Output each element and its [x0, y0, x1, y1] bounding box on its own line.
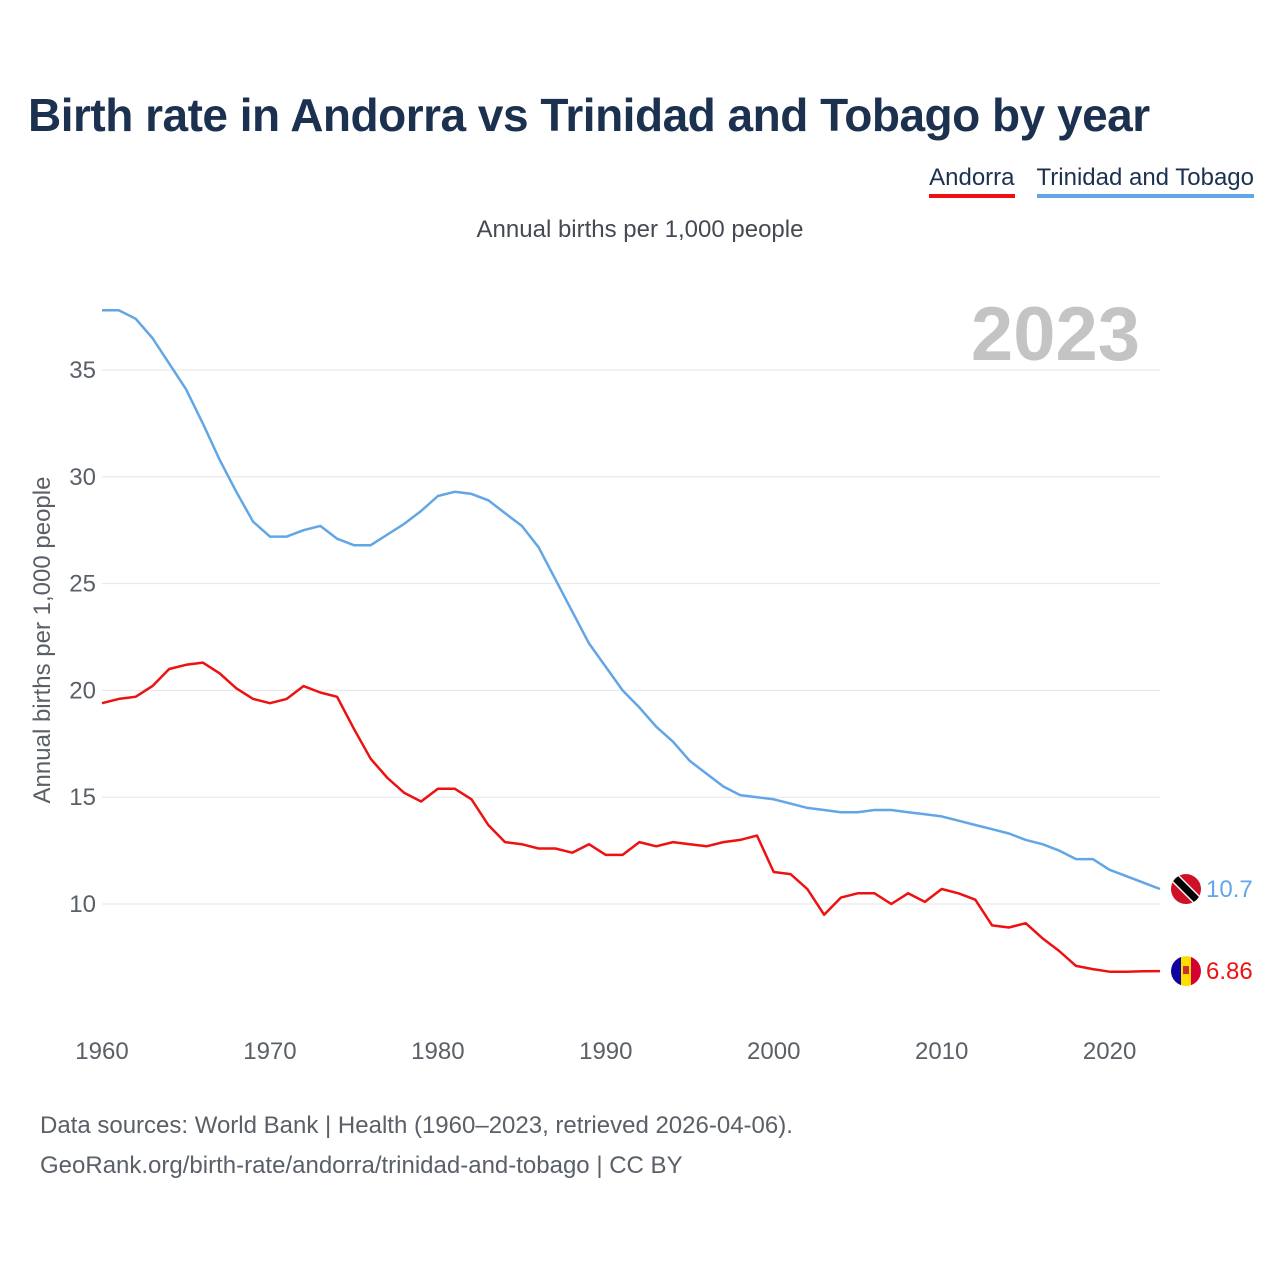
x-tick-label: 1980	[411, 1038, 464, 1065]
y-tick-label: 35	[69, 357, 96, 384]
legend-item-trinidad[interactable]: Trinidad and Tobago	[1036, 164, 1254, 198]
trinidad-end-value: 10.7	[1206, 876, 1253, 903]
end-markers	[1171, 874, 1201, 987]
x-tick-label: 1960	[75, 1038, 128, 1065]
andorra-flag-icon	[1171, 956, 1201, 987]
x-tick-label: 2020	[1083, 1038, 1136, 1065]
y-tick-label: 30	[69, 464, 96, 491]
andorra-end-value: 6.86	[1206, 958, 1253, 985]
y-tick-label: 20	[69, 677, 96, 704]
x-tick-label: 2010	[915, 1038, 968, 1065]
legend: Andorra Trinidad and Tobago	[929, 164, 1254, 198]
chart-subtitle: Annual births per 1,000 people	[476, 216, 804, 243]
year-watermark: 2023	[971, 292, 1140, 377]
footer-sources: Data sources: World Bank | Health (1960–…	[40, 1112, 793, 1139]
x-tick-label: 1970	[243, 1038, 296, 1065]
footer: Data sources: World Bank | Health (1960–…	[40, 1106, 793, 1186]
series-lines	[101, 308, 1161, 973]
y-tick-label: 10	[69, 891, 96, 918]
line-chart: 10 15 20 25 30 35 1960 1970 1980 1990 2000 2010 202…	[29, 292, 1253, 1065]
x-tick-label: 1990	[579, 1038, 632, 1065]
y-tick-labels: 10 15 20 25 30 35	[69, 357, 96, 918]
gridlines	[102, 369, 1160, 905]
footer-link[interactable]: GeoRank.org/birth-rate/andorra/trinidad-…	[40, 1152, 683, 1179]
legend-item-andorra[interactable]: Andorra	[929, 164, 1015, 198]
y-tick-label: 15	[69, 784, 96, 811]
chart-title: Birth rate in Andorra vs Trinidad and To…	[28, 89, 1150, 141]
y-axis-label: Annual births per 1,000 people	[29, 477, 56, 804]
trinidad-line	[102, 308, 1161, 891]
trinidad-flag-icon	[1171, 874, 1201, 905]
andorra-line	[101, 661, 1161, 973]
end-value-labels: 10.7 6.86	[1206, 876, 1253, 985]
x-tick-labels: 1960 1970 1980 1990 2000 2010 2020	[75, 1038, 1136, 1065]
x-tick-label: 2000	[747, 1038, 800, 1065]
y-tick-label: 25	[69, 571, 96, 598]
